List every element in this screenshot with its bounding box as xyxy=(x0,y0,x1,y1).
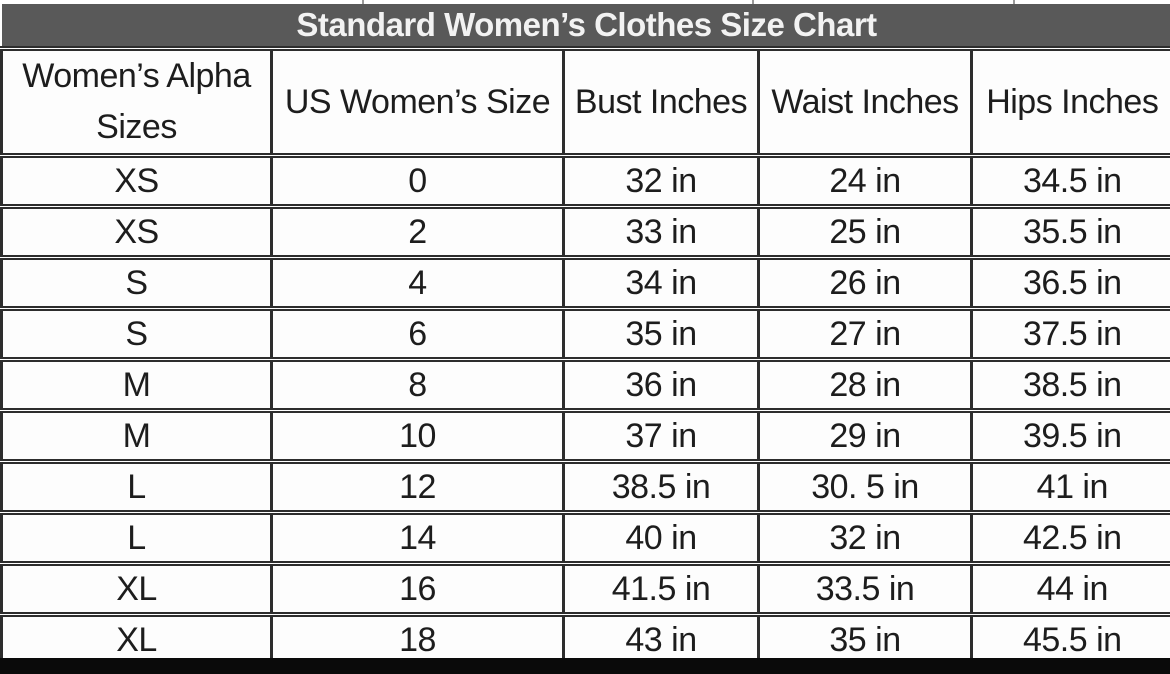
column-header-us-size: US Women’s Size xyxy=(270,46,565,158)
cell-bust: 36 in xyxy=(562,357,760,413)
cell-alpha-size: M xyxy=(0,357,273,413)
size-chart-table: Standard Women’s Clothes Size Chart Wome… xyxy=(0,4,1170,668)
column-header-hips: Hips Inches xyxy=(969,46,1170,158)
cell-bust: 34 in xyxy=(562,255,760,311)
cell-alpha-size: S xyxy=(0,255,273,311)
cell-alpha-size: L xyxy=(0,459,273,515)
cell-bust: 38.5 in xyxy=(562,459,760,515)
cell-us-size: 2 xyxy=(270,204,565,260)
table-row: XS 2 33 in 25 in 35.5 in xyxy=(0,204,1170,260)
cell-bust: 32 in xyxy=(562,153,760,209)
table-row: M 10 37 in 29 in 39.5 in xyxy=(0,408,1170,464)
column-header-waist: Waist Inches xyxy=(757,46,973,158)
cell-waist: 32 in xyxy=(757,510,973,566)
cell-hips: 39.5 in xyxy=(969,408,1170,464)
table-row: L 12 38.5 in 30. 5 in 41 in xyxy=(0,459,1170,515)
cell-hips: 36.5 in xyxy=(969,255,1170,311)
cell-bust: 40 in xyxy=(562,510,760,566)
cell-alpha-size: L xyxy=(0,510,273,566)
cell-bust: 41.5 in xyxy=(562,561,760,617)
table-title: Standard Women’s Clothes Size Chart xyxy=(1,4,1170,51)
cell-us-size: 14 xyxy=(270,510,565,566)
cell-bust: 35 in xyxy=(562,306,760,362)
cell-us-size: 16 xyxy=(270,561,565,617)
cell-waist: 26 in xyxy=(757,255,973,311)
cropped-top-row-edge xyxy=(0,0,1170,4)
table-row: M 8 36 in 28 in 38.5 in xyxy=(0,357,1170,413)
cell-hips: 35.5 in xyxy=(969,204,1170,260)
cell-hips: 37.5 in xyxy=(969,306,1170,362)
cell-alpha-size: M xyxy=(0,408,273,464)
cell-us-size: 12 xyxy=(270,459,565,515)
cell-bust: 37 in xyxy=(562,408,760,464)
grid-tick xyxy=(1013,0,1015,4)
cell-hips: 42.5 in xyxy=(969,510,1170,566)
table-row: S 6 35 in 27 in 37.5 in xyxy=(0,306,1170,362)
cell-alpha-size: XS xyxy=(0,153,273,209)
cell-waist: 28 in xyxy=(757,357,973,413)
table-row: L 14 40 in 32 in 42.5 in xyxy=(0,510,1170,566)
cell-us-size: 8 xyxy=(270,357,565,413)
table-row: XS 0 32 in 24 in 34.5 in xyxy=(0,153,1170,209)
cell-hips: 34.5 in xyxy=(969,153,1170,209)
table-row: XL 16 41.5 in 33.5 in 44 in xyxy=(0,561,1170,617)
cell-waist: 25 in xyxy=(757,204,973,260)
cell-us-size: 4 xyxy=(270,255,565,311)
cell-hips: 38.5 in xyxy=(969,357,1170,413)
cell-waist: 30. 5 in xyxy=(757,459,973,515)
cell-waist: 24 in xyxy=(757,153,973,209)
cell-hips: 44 in xyxy=(969,561,1170,617)
column-header-alpha-sizes: Women’s Alpha Sizes xyxy=(0,46,273,158)
cell-us-size: 0 xyxy=(270,153,565,209)
cell-waist: 29 in xyxy=(757,408,973,464)
table-header-row: Women’s Alpha Sizes US Women’s Size Bust… xyxy=(0,46,1170,158)
cell-alpha-size: XS xyxy=(0,204,273,260)
table-row: S 4 34 in 26 in 36.5 in xyxy=(0,255,1170,311)
grid-tick xyxy=(362,0,364,4)
cropped-bottom-edge xyxy=(0,658,1170,674)
cell-alpha-size: XL xyxy=(0,561,273,617)
cell-us-size: 6 xyxy=(270,306,565,362)
cell-bust: 33 in xyxy=(562,204,760,260)
cell-hips: 41 in xyxy=(969,459,1170,515)
table-title-row: Standard Women’s Clothes Size Chart xyxy=(1,4,1170,51)
grid-tick xyxy=(752,0,754,4)
cell-waist: 27 in xyxy=(757,306,973,362)
cell-waist: 33.5 in xyxy=(757,561,973,617)
cell-alpha-size: S xyxy=(0,306,273,362)
column-header-bust: Bust Inches xyxy=(562,46,760,158)
cell-us-size: 10 xyxy=(270,408,565,464)
